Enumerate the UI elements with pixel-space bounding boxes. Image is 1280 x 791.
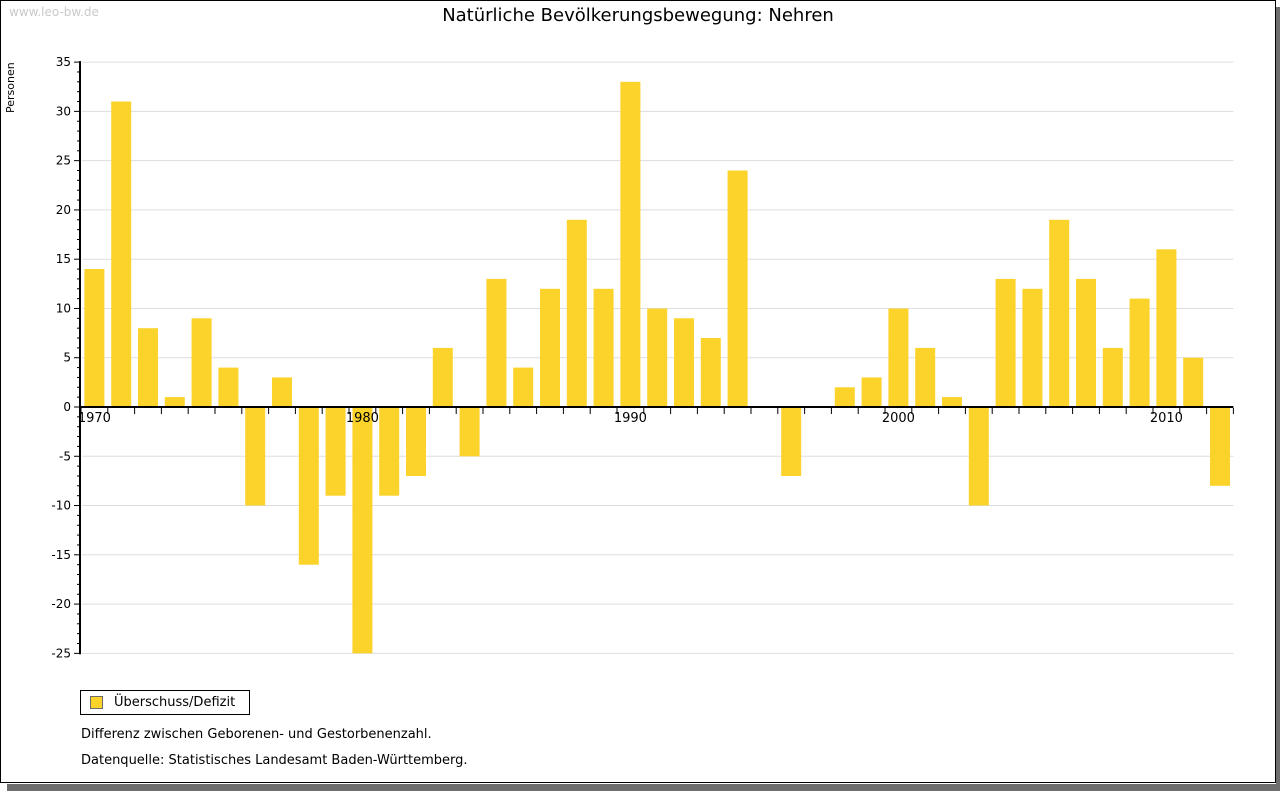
y-tick-label: 10: [56, 301, 71, 315]
y-tick-label: 5: [63, 351, 71, 365]
bar-1984: [459, 407, 480, 457]
bar-1988: [566, 219, 587, 407]
footnote-source: Datenquelle: Statistisches Landesamt Bad…: [81, 753, 468, 768]
bar-2008: [1102, 347, 1123, 407]
bar-1982: [406, 407, 426, 476]
bar-1971: [111, 101, 132, 407]
frame-shadow-right: [1276, 7, 1280, 791]
watermark: www.leo-bw.de: [9, 5, 99, 19]
y-tick-label: -25: [51, 646, 71, 660]
legend-swatch-icon: [90, 696, 103, 709]
bar-2010: [1156, 249, 1177, 407]
bar-1977: [272, 377, 292, 407]
y-tick-label: -15: [51, 548, 71, 562]
bar-1973: [164, 397, 185, 407]
bar-1979: [325, 407, 346, 496]
y-tick-label: 35: [56, 55, 71, 69]
footnote-definition: Differenz zwischen Geborenen- und Gestor…: [81, 727, 432, 742]
bar-1996: [781, 407, 802, 476]
y-tick-label: 30: [56, 104, 71, 118]
y-tick-label: -5: [59, 449, 71, 463]
bar-1987: [540, 288, 560, 407]
bar-1981: [379, 407, 400, 496]
bar-1983: [432, 347, 453, 407]
bar-1970: [84, 269, 105, 407]
bar-1976: [245, 407, 266, 506]
y-tick-label: 25: [56, 154, 71, 168]
x-tick-label: 1980: [346, 411, 379, 426]
x-tick-label: 1990: [614, 411, 647, 426]
legend-label: Überschuss/Defizit: [114, 695, 236, 710]
bar-1994: [727, 170, 748, 407]
bar-1998: [834, 387, 855, 407]
bar-2009: [1129, 298, 1150, 407]
bar-1991: [647, 308, 668, 407]
y-tick-label: 0: [63, 400, 71, 414]
x-tick-label: 2010: [1150, 411, 1183, 426]
y-tick-label: -20: [51, 597, 71, 611]
bar-2005: [1022, 288, 1043, 407]
y-axis-line: [79, 61, 81, 655]
bar-1989: [593, 288, 614, 407]
bar-2001: [915, 347, 936, 407]
bar-2002: [942, 397, 962, 407]
bar-2006: [1049, 219, 1070, 407]
bar-2003: [968, 407, 989, 506]
bar-1986: [513, 367, 534, 407]
bar-1972: [138, 328, 158, 407]
x-axis-line: [81, 406, 1234, 408]
x-tick-label: 2000: [882, 411, 915, 426]
bar-1992: [674, 318, 694, 407]
bar-2004: [995, 278, 1016, 407]
bar-2012: [1210, 407, 1230, 486]
bar-1985: [486, 278, 507, 407]
bar-1975: [218, 367, 239, 407]
legend: Überschuss/Defizit: [80, 690, 250, 715]
frame-shadow-bottom: [7, 784, 1280, 791]
bar-2000: [888, 308, 909, 407]
y-tick-label: 15: [56, 252, 71, 266]
x-tick-label: 1970: [78, 411, 111, 426]
y-tick-label: 20: [56, 203, 71, 217]
bar-1990: [620, 81, 641, 408]
bar-1974: [191, 318, 212, 407]
bar-1993: [700, 338, 721, 407]
bar-1999: [861, 377, 882, 407]
bar-2007: [1076, 278, 1096, 407]
bar-chart: -25 -20 -15 -10 -5 0 5 10 15 20 25 30 35 1970 1980 1990…: [51, 55, 1234, 660]
bar-1980: [352, 407, 373, 654]
bar-2011: [1183, 357, 1204, 407]
chart-title: Natürliche Bevölkerungsbewegung: Nehren: [442, 5, 834, 26]
y-tick-label: -10: [51, 499, 71, 513]
bar-1978: [298, 407, 319, 565]
